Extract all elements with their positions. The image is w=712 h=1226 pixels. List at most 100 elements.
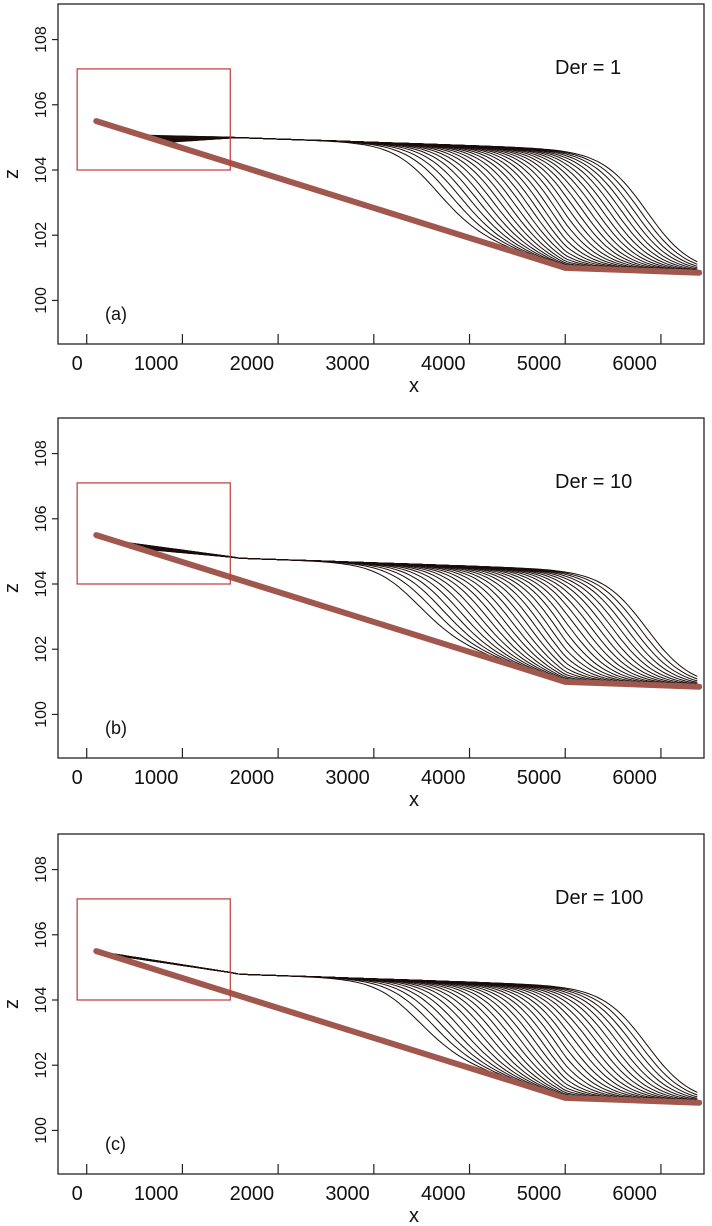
y-tick-label: 102 bbox=[33, 636, 50, 663]
profile-curve bbox=[96, 950, 698, 1104]
profile-curve bbox=[96, 950, 698, 1102]
profile-curve bbox=[96, 950, 698, 1104]
profile-curve bbox=[96, 534, 698, 688]
panel-label: (a) bbox=[105, 304, 127, 324]
y-tick-label: 100 bbox=[33, 1117, 50, 1144]
profile-curve bbox=[96, 534, 698, 688]
initial-bed-line bbox=[93, 948, 703, 1106]
profile-curve bbox=[96, 534, 698, 688]
profile-curve bbox=[96, 950, 698, 1104]
profile-curve bbox=[96, 534, 698, 686]
profile-curve bbox=[96, 534, 698, 687]
x-axis-label: x bbox=[409, 1205, 419, 1226]
profile-curve bbox=[96, 950, 698, 1098]
profile-curve bbox=[96, 950, 698, 1104]
profile-curve bbox=[96, 534, 698, 688]
y-tick-label: 102 bbox=[33, 1052, 50, 1079]
panel-label: (b) bbox=[105, 718, 127, 738]
x-tick-label: 6000 bbox=[612, 353, 657, 375]
profile-curve bbox=[96, 950, 698, 1104]
profile-curve bbox=[96, 534, 698, 680]
profile-curve bbox=[96, 534, 698, 688]
der-annotation: Der = 100 bbox=[555, 887, 643, 909]
profile-curve bbox=[96, 534, 698, 687]
der-annotation: Der = 1 bbox=[555, 57, 621, 79]
profile-curve bbox=[96, 534, 698, 688]
y-tick-label: 104 bbox=[33, 987, 50, 1014]
profile-curve bbox=[96, 534, 698, 688]
y-tick-label: 106 bbox=[33, 505, 50, 532]
profile-curve bbox=[96, 534, 698, 688]
chart-panel-3: 100 102 104 106 108 0 1000 2000 3000 4000 5000 6000… bbox=[1, 833, 705, 1226]
profile-curve bbox=[96, 534, 698, 686]
profile-curve bbox=[96, 950, 698, 1104]
profile-curve bbox=[96, 534, 698, 688]
plot-frame bbox=[57, 417, 705, 759]
x-tick-label: 1000 bbox=[134, 1183, 179, 1205]
y-tick-label: 100 bbox=[33, 701, 50, 728]
x-tick-label: 4000 bbox=[421, 1183, 466, 1205]
profile-curve bbox=[96, 950, 698, 1103]
profile-curve bbox=[96, 950, 698, 1104]
panel-label: (c) bbox=[105, 1134, 126, 1154]
y-tick-label: 106 bbox=[33, 91, 50, 118]
profile-curve bbox=[96, 534, 698, 687]
x-tick-label: 3000 bbox=[325, 767, 370, 789]
initial-bed-line bbox=[93, 532, 703, 690]
profile-curve bbox=[96, 950, 698, 1104]
y-tick-label: 108 bbox=[33, 26, 50, 53]
profile-curve bbox=[96, 950, 698, 1103]
profile-curve bbox=[96, 534, 698, 687]
profile-curve bbox=[96, 534, 698, 682]
profile-curve bbox=[96, 120, 698, 263]
profile-curve bbox=[96, 950, 698, 1104]
profile-curve bbox=[96, 534, 698, 683]
profile-curve bbox=[96, 534, 698, 687]
chart-panel-1: 100 102 104 106 108 0 1000 2000 3000 4000 5000 6000… bbox=[1, 3, 705, 397]
plot-frame bbox=[57, 833, 705, 1175]
y-tick-label: 108 bbox=[33, 856, 50, 883]
y-tick-label: 102 bbox=[33, 222, 50, 249]
x-tick-label: 5000 bbox=[517, 767, 562, 789]
x-axis-label: x bbox=[409, 375, 419, 397]
profile-curve bbox=[96, 950, 698, 1103]
highlight-box bbox=[76, 898, 231, 1001]
y-tick-label: 100 bbox=[33, 287, 50, 314]
initial-bed-line bbox=[93, 118, 703, 276]
x-tick-label: 6000 bbox=[612, 767, 657, 789]
x-tick-label: 2000 bbox=[230, 767, 275, 789]
x-tick-label: 5000 bbox=[517, 353, 562, 375]
profile-curve bbox=[96, 950, 698, 1102]
profile-curve bbox=[96, 950, 698, 1093]
highlight-box bbox=[76, 68, 231, 171]
profile-curve bbox=[96, 950, 698, 1104]
x-tick-label: 2000 bbox=[230, 1183, 275, 1205]
profile-curve bbox=[96, 950, 698, 1104]
x-tick-label: 0 bbox=[72, 767, 83, 789]
x-tick-label: 6000 bbox=[612, 1183, 657, 1205]
profile-curve bbox=[96, 534, 698, 677]
profile-curve bbox=[96, 534, 698, 688]
profile-curve bbox=[96, 950, 698, 1096]
profile-curve bbox=[96, 950, 698, 1104]
profile-curve bbox=[96, 950, 698, 1103]
y-tick-label: 104 bbox=[33, 571, 50, 598]
profile-curve bbox=[96, 534, 698, 688]
profile-curve bbox=[96, 534, 698, 688]
x-tick-label: 1000 bbox=[134, 767, 179, 789]
profile-curve bbox=[96, 534, 698, 687]
profile-curve bbox=[96, 534, 698, 687]
x-tick-label: 5000 bbox=[517, 1183, 562, 1205]
x-tick-label: 4000 bbox=[421, 353, 466, 375]
x-axis-label: x bbox=[409, 789, 419, 811]
highlight-box bbox=[76, 482, 231, 585]
profile-curves bbox=[96, 950, 698, 1104]
profile-curves bbox=[96, 120, 698, 274]
x-tick-label: 3000 bbox=[325, 1183, 370, 1205]
profile-curve bbox=[96, 950, 698, 1103]
profile-curve bbox=[96, 534, 698, 688]
profile-curve bbox=[96, 950, 698, 1104]
plot-frame bbox=[57, 3, 705, 345]
x-tick-label: 0 bbox=[72, 1183, 83, 1205]
profile-curve bbox=[96, 950, 698, 1104]
